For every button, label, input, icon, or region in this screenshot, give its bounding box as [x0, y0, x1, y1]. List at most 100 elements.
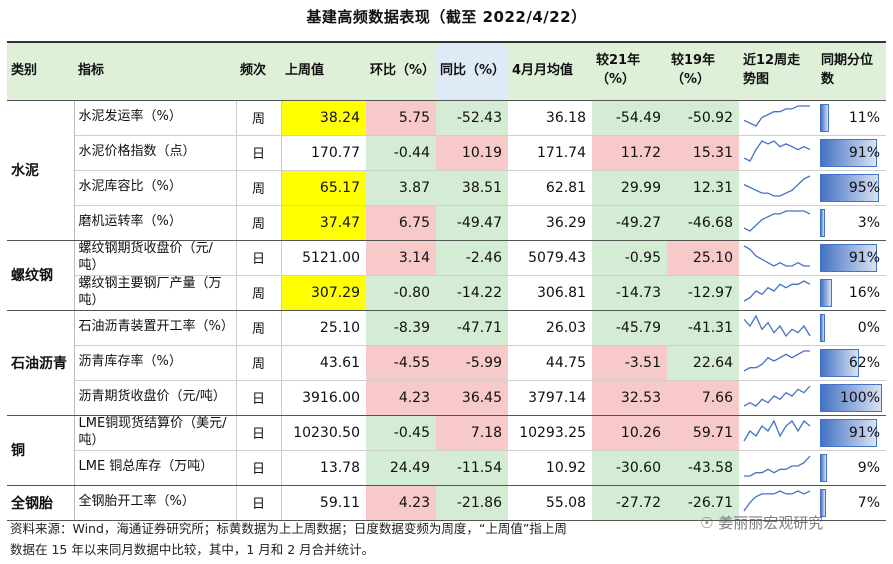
april-avg-cell: 3797.14: [508, 380, 592, 416]
april-avg-cell: 5079.43: [508, 240, 592, 276]
percentile-value: 62%: [848, 354, 880, 371]
last-week-value-cell: 25.10: [281, 310, 366, 346]
percentile-bar: [820, 348, 859, 377]
trend-sparkline: [743, 209, 811, 232]
trend-sparkline: [744, 455, 811, 477]
indicator-cell: 磨机运转率（%）: [74, 205, 236, 241]
vs-2019-cell: 12.31: [667, 170, 739, 206]
vs-2019-cell: 25.10: [667, 240, 739, 276]
table-row: 铜 LME铜现货结算价（美元/吨）日 10230.50 -0.45 7.18 10293.…: [7, 415, 886, 486]
trend-sparkline: [743, 139, 811, 162]
table-row: 螺纹钢主要钢厂产量（万吨）周 307.29 -0.80 -14.22 306.81 -14…: [7, 275, 886, 311]
percentile-cell: 0%: [817, 310, 886, 346]
sparkline-line: [743, 279, 811, 302]
last-week-value-cell: 37.47: [281, 205, 366, 241]
table-row: 沥青库存率（%）周 43.61 -4.55 -5.99 44.75 -3.51 22.64 6…: [7, 345, 886, 381]
wow-change-cell: 3.14: [366, 240, 436, 276]
april-avg-cell: 10293.25: [508, 415, 592, 451]
vs-2019-cell: -12.97: [667, 275, 739, 311]
percentile-value: 11%: [848, 109, 880, 126]
percentile-value: 3%: [857, 214, 880, 231]
percentile-bar: [820, 418, 877, 447]
frequency-cell: 日: [235, 380, 282, 416]
frequency-cell: 日: [235, 240, 282, 276]
april-avg-cell: 10.92: [508, 450, 592, 486]
infrastructure-data-table: 类别 指标 频次 上周值 环比（%） 同比（%） 4月月均值 较21年（%） 较…: [7, 41, 886, 521]
source-note: 资料来源：Wind，海通证券研究所；标黄数据为上上周数据；日度数据变频为周度，“…: [10, 518, 885, 560]
percentile-bar: [820, 103, 829, 132]
sparkline-line: [743, 385, 811, 407]
last-week-value-cell: 59.11: [281, 485, 366, 521]
indicator-cell: 水泥发运率（%）: [74, 100, 236, 136]
percentile-value: 16%: [848, 284, 880, 301]
percentile-value: 100%: [839, 389, 880, 406]
percentile-cell: 91%: [817, 415, 886, 451]
percentile-value: 95%: [848, 179, 880, 196]
trend-sparkline-cell: [739, 240, 817, 276]
yoy-change-cell: -21.86: [436, 485, 508, 521]
vs-2021-cell: -0.95: [592, 240, 667, 276]
trend-sparkline-cell: [739, 170, 817, 206]
indicator-cell: LME 铜总库存（万吨）: [74, 450, 236, 486]
wow-change-cell: 5.75: [366, 100, 436, 136]
vs-2021-cell: 29.99: [592, 170, 667, 206]
last-week-value-cell: 170.77: [281, 135, 366, 171]
wow-change-cell: 4.23: [366, 380, 436, 416]
table-row: 磨机运转率（%）周 37.47 6.75 -49.47 36.29 -49.27 -46.6…: [7, 205, 886, 241]
vs-2021-cell: -45.79: [592, 310, 667, 346]
percentile-value: 91%: [848, 144, 880, 161]
percentile-cell: 95%: [817, 170, 886, 206]
frequency-cell: 周: [235, 275, 282, 311]
vs-2019-cell: -46.68: [667, 205, 739, 241]
col-header-trend: 近12周走势图: [739, 41, 817, 101]
category-cell: 全钢胎: [7, 485, 75, 521]
vs-2021-cell: -14.73: [592, 275, 667, 311]
wow-change-cell: -4.55: [366, 345, 436, 381]
wow-change-cell: 6.75: [366, 205, 436, 241]
indicator-cell: 水泥价格指数（点）: [74, 135, 236, 171]
col-header-percentile: 同期分位数: [817, 41, 886, 101]
trend-sparkline-cell: [739, 310, 817, 346]
trend-sparkline: [743, 385, 811, 407]
april-avg-cell: 55.08: [508, 485, 592, 521]
vs-2021-cell: -30.60: [592, 450, 667, 486]
category-cell: 水泥: [7, 100, 75, 241]
percentile-cell: 62%: [817, 345, 886, 381]
wow-change-cell: 4.23: [366, 485, 436, 521]
last-week-value-cell: 65.17: [281, 170, 366, 206]
table-row: 螺纹钢 螺纹钢期货收盘价（元/吨）日 5121.00 3.14 -2.46 5079.43…: [7, 240, 886, 311]
trend-sparkline: [743, 489, 811, 511]
frequency-cell: 周: [235, 170, 282, 206]
header-row: 类别 指标 频次 上周值 环比（%） 同比（%） 4月月均值 较21年（%） 较…: [7, 41, 886, 101]
frequency-cell: 日: [235, 485, 282, 521]
percentile-value: 91%: [848, 424, 880, 441]
sparkline-line: [743, 209, 811, 232]
percentile-value: 91%: [848, 249, 880, 266]
percentile-cell: 100%: [817, 380, 886, 416]
sparkline-line: [743, 139, 811, 162]
trend-sparkline: [743, 244, 810, 267]
frequency-cell: 周: [235, 345, 282, 381]
vs-2019-cell: -43.58: [667, 450, 739, 486]
percentile-bar: [820, 488, 826, 517]
percentile-cell: 3%: [817, 205, 886, 241]
col-header-frequency: 频次: [236, 41, 281, 101]
percentile-bar: [820, 208, 825, 237]
sparkline-line: [743, 314, 811, 337]
yoy-change-cell: 36.45: [436, 380, 508, 416]
trend-sparkline-cell: [739, 485, 817, 521]
col-header-category: 类别: [7, 41, 74, 101]
yoy-change-cell: -47.71: [436, 310, 508, 346]
col-header-vs-2019: 较19年（%）: [667, 41, 739, 101]
sparkline-line: [743, 244, 810, 267]
april-avg-cell: 36.29: [508, 205, 592, 241]
vs-2021-cell: -27.72: [592, 485, 667, 521]
trend-sparkline-cell: [739, 135, 817, 171]
yoy-change-cell: -14.22: [436, 275, 508, 311]
table-row: 水泥库容比（%）周 65.17 3.87 38.51 62.81 29.99 12.31 95…: [7, 170, 886, 206]
category-cell: 石油沥青: [7, 310, 75, 416]
trend-sparkline: [743, 349, 810, 372]
trend-sparkline: [743, 174, 811, 197]
indicator-cell: 水泥库容比（%）: [74, 170, 236, 206]
indicator-cell: 沥青期货收盘价（元/吨）: [74, 380, 236, 416]
